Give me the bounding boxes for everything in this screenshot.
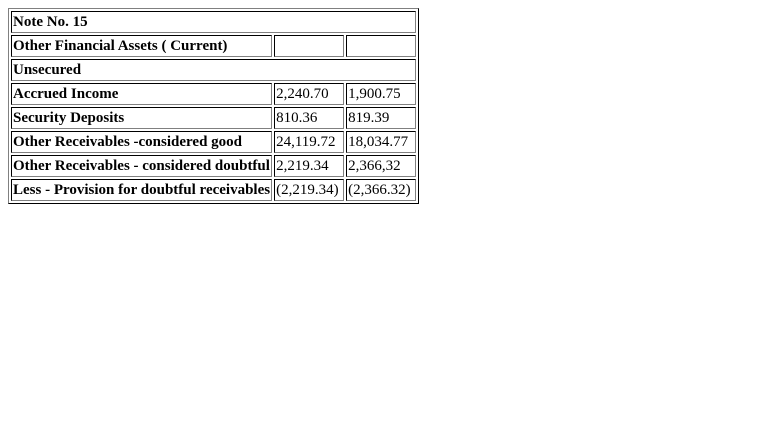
row-value-previous: 2,366,32 [346,155,417,177]
row-value-current: 2,219.34 [274,155,345,177]
table-row: Other Receivables - considered doubtful … [11,155,417,177]
title-row: Note No. 15 [11,11,417,33]
note-title: Note No. 15 [11,11,417,33]
empty-cell-previous [346,35,417,57]
row-value-current: (2,219.34) [274,179,345,201]
table-row: Security Deposits 810.36 819.39 [11,107,417,129]
row-label: Other Receivables -considered good [11,131,273,153]
row-value-previous: 819.39 [346,107,417,129]
section-subheading: Unsecured [11,59,417,81]
row-label: Accrued Income [11,83,273,105]
table-row: Less - Provision for doubtful receivable… [11,179,417,201]
empty-cell-current [274,35,345,57]
section-heading-row: Other Financial Assets ( Current) [11,35,417,57]
row-value-current: 24,119.72 [274,131,345,153]
subheading-row: Unsecured [11,59,417,81]
note-table: Note No. 15 Other Financial Assets ( Cur… [8,8,420,204]
row-value-previous: (2,366.32) [346,179,417,201]
section-heading: Other Financial Assets ( Current) [11,35,273,57]
row-value-previous: 18,034.77 [346,131,417,153]
row-label: Other Receivables - considered doubtful [11,155,273,177]
table-row: Other Receivables -considered good 24,11… [11,131,417,153]
row-label: Security Deposits [11,107,273,129]
row-label: Less - Provision for doubtful receivable… [11,179,273,201]
row-value-current: 810.36 [274,107,345,129]
table-row: Accrued Income 2,240.70 1,900.75 [11,83,417,105]
row-value-current: 2,240.70 [274,83,345,105]
row-value-previous: 1,900.75 [346,83,417,105]
